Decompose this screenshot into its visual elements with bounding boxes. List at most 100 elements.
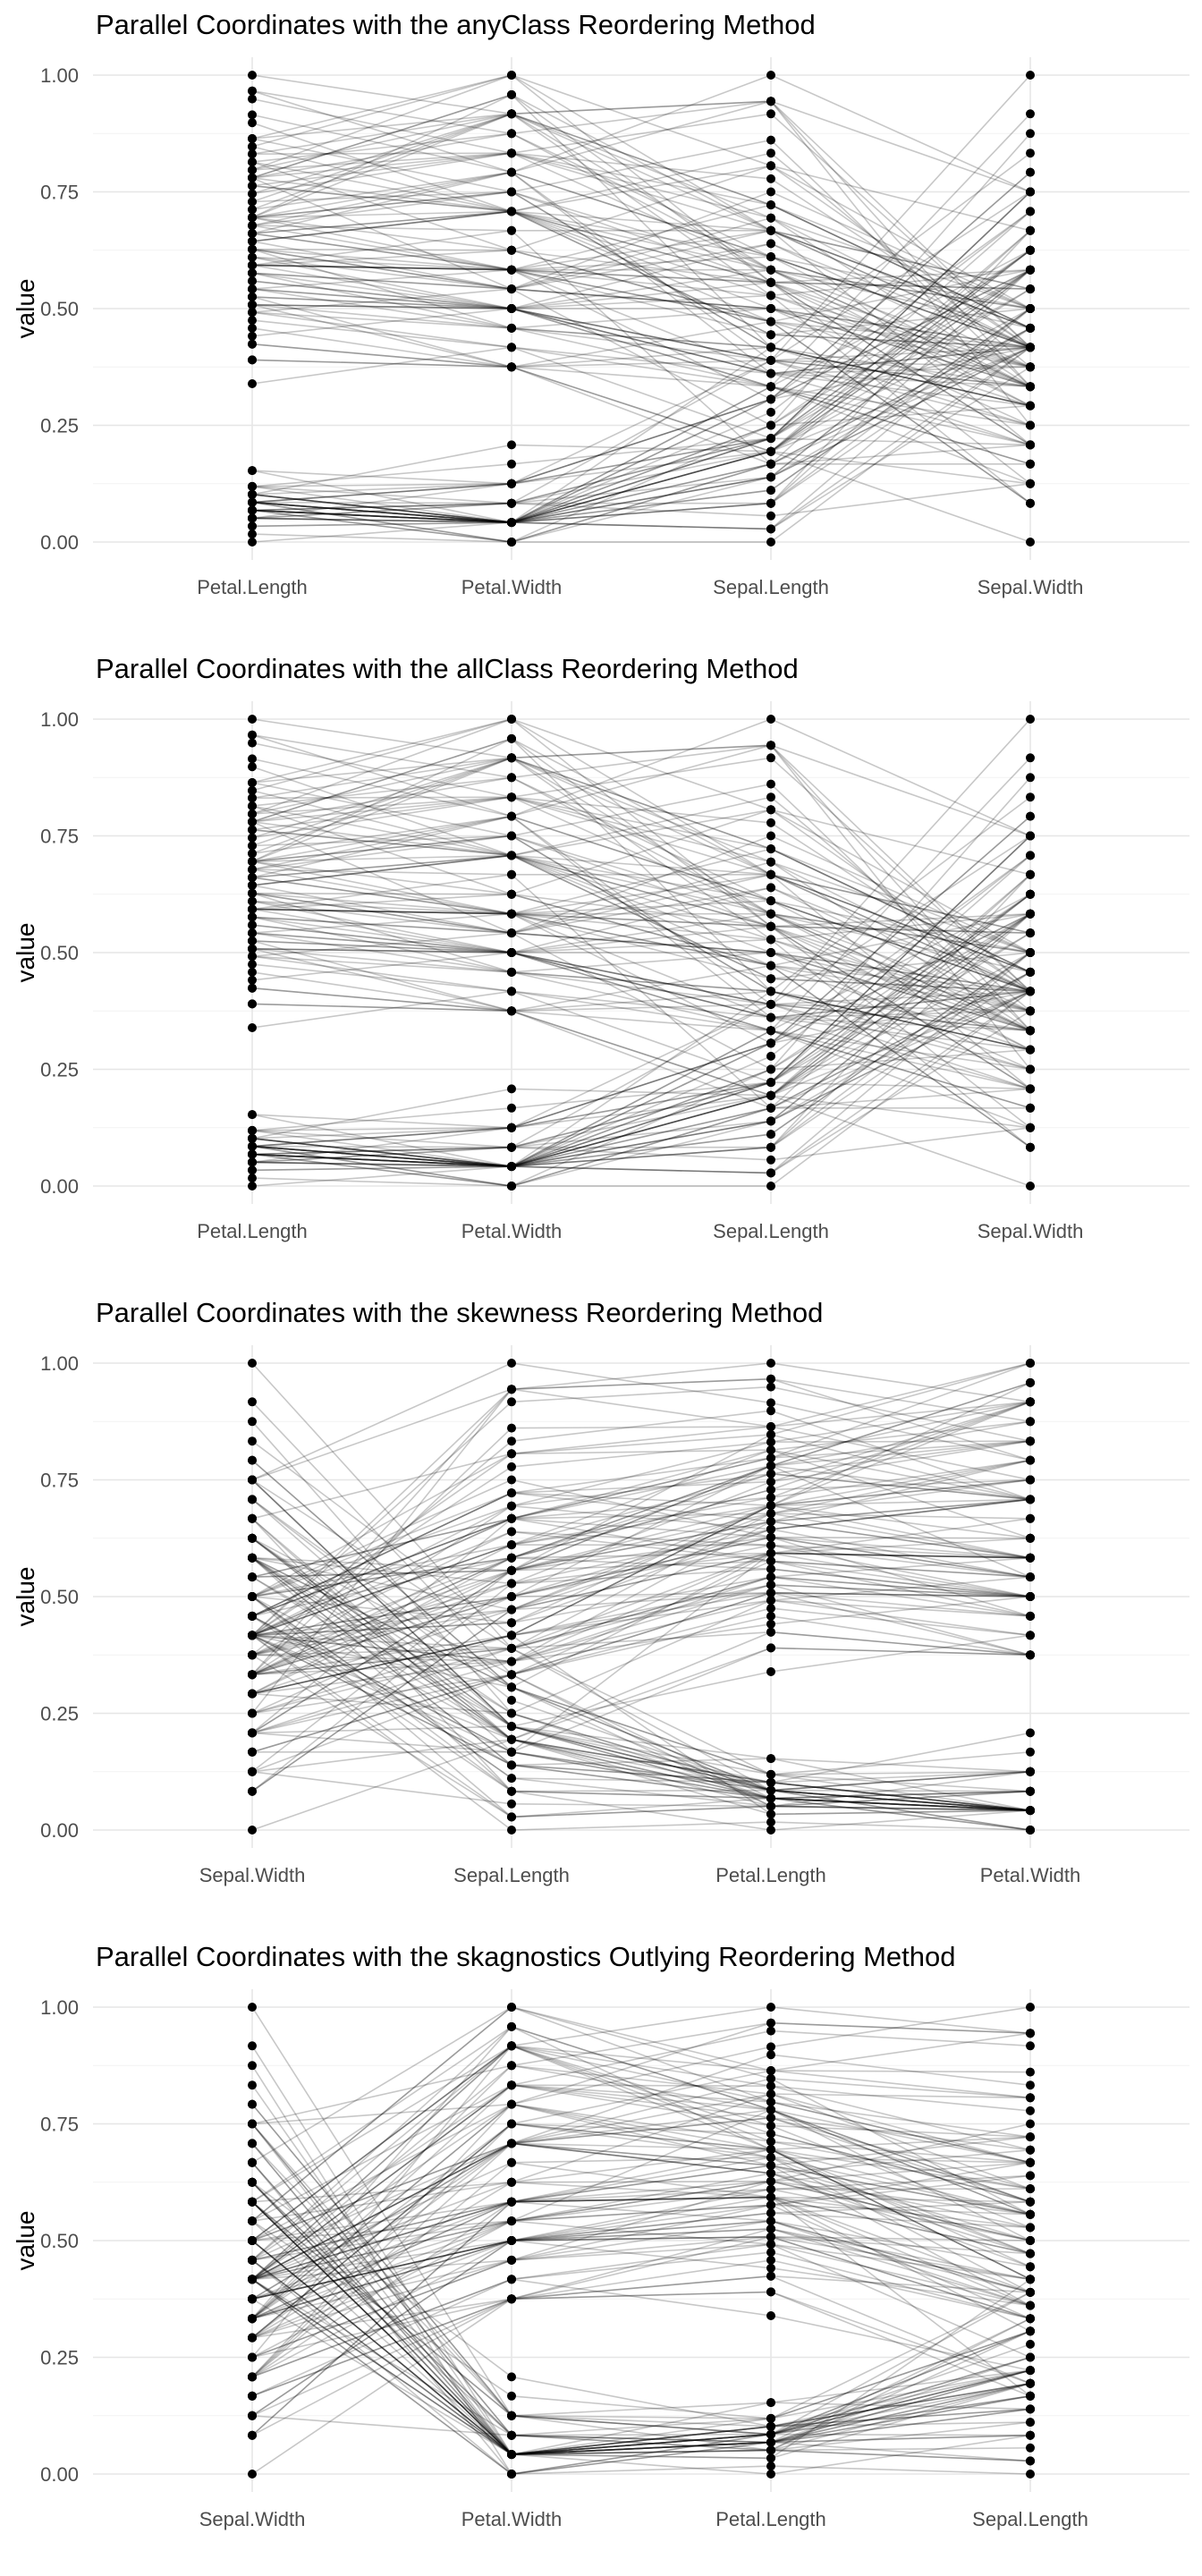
observation-line <box>251 1615 1031 1811</box>
observation-line <box>251 894 1031 1167</box>
data-point <box>507 792 516 802</box>
data-point <box>248 801 257 811</box>
x-tick-label: Sepal.Width <box>978 1220 1084 1242</box>
data-point <box>507 967 516 977</box>
observation-line <box>251 74 1031 290</box>
observation-line <box>251 2103 1031 2377</box>
data-point <box>1026 284 1035 294</box>
x-tick-labels: Petal.Length Petal.Width Sepal.Length Sepal… <box>197 576 1083 598</box>
data-point <box>766 265 775 275</box>
data-point <box>507 225 516 235</box>
observation-line <box>251 2201 1031 2455</box>
data-point <box>248 2216 257 2226</box>
observation-line <box>251 2196 1031 2241</box>
observation-line <box>251 250 1031 523</box>
observation-line <box>251 346 1031 523</box>
observation-line <box>251 2161 1031 2397</box>
data-point <box>1026 1495 1035 1504</box>
data-point <box>248 268 257 278</box>
x-tick-label: Sepal.Length <box>713 576 829 598</box>
observation-line <box>251 952 1031 1174</box>
data-point <box>1026 831 1035 841</box>
observation-line <box>251 210 1031 523</box>
observation-line <box>251 2032 1031 2280</box>
observation-line <box>251 74 1031 193</box>
data-point <box>1026 2287 1035 2297</box>
observation-line <box>251 821 1031 1071</box>
observation-line <box>251 250 1031 523</box>
data-point <box>248 1767 257 1776</box>
data-point <box>766 1604 775 1614</box>
observation-line <box>251 308 1031 528</box>
observation-line <box>251 1584 1031 1663</box>
observation-line <box>251 2188 1031 2281</box>
data-point <box>507 129 516 139</box>
data-point <box>248 339 257 349</box>
data-point <box>1026 401 1035 411</box>
data-point <box>1026 1806 1035 1816</box>
data-point <box>1026 1084 1035 1094</box>
y-tick-label: 0.50 <box>40 2230 79 2252</box>
x-tick-label: Petal.Width <box>461 576 563 598</box>
observation-line <box>251 2188 1031 2319</box>
data-point <box>507 773 516 783</box>
observation-line <box>251 2235 1031 2319</box>
observation-line <box>251 796 1031 992</box>
observation-line <box>251 757 1031 953</box>
observation-line <box>251 737 1031 1031</box>
observation-line <box>251 1003 1031 1129</box>
data-point <box>248 715 257 724</box>
observation-line <box>251 288 1031 369</box>
series-lines <box>251 74 1031 543</box>
data-point <box>1026 225 1035 235</box>
data-point <box>766 2216 775 2226</box>
data-point <box>766 2437 775 2447</box>
data-point <box>766 792 775 802</box>
observation-line <box>251 296 1031 407</box>
data-point <box>248 331 257 341</box>
data-point <box>766 330 775 340</box>
observation-line <box>251 1634 1031 1818</box>
observation-line <box>251 1538 1031 1811</box>
observation-line <box>251 269 1031 523</box>
data-point <box>248 825 257 835</box>
observation-line <box>251 873 1031 973</box>
observation-line <box>251 304 1031 504</box>
data-point <box>248 1455 257 1465</box>
observation-line <box>251 2103 1031 2319</box>
data-point <box>1026 2171 1035 2181</box>
data-point <box>248 1611 257 1621</box>
observation-line <box>251 2235 1031 2417</box>
observation-line <box>251 2142 1031 2436</box>
observation-line <box>251 2240 1031 2460</box>
observation-line <box>251 718 1031 934</box>
observation-line <box>251 2142 1031 2267</box>
y-axis-label: value <box>12 279 39 339</box>
data-point <box>1026 382 1035 392</box>
observation-line <box>251 171 1031 387</box>
observation-line <box>251 113 1031 309</box>
observation-line <box>251 1530 1031 1637</box>
data-point <box>766 2453 775 2463</box>
data-point <box>248 754 257 764</box>
data-point <box>766 2121 775 2131</box>
data-point <box>766 277 775 287</box>
observation-line <box>251 2201 1031 2455</box>
observation-line <box>251 74 1031 426</box>
data-point <box>248 896 257 906</box>
data-point <box>766 472 775 482</box>
observation-line <box>251 152 1031 348</box>
observation-line <box>251 132 1031 543</box>
observation-line <box>251 161 1031 348</box>
observation-line <box>251 2006 1031 2222</box>
observation-line <box>251 304 1031 427</box>
y-tick-labels: 0.00 0.25 0.50 0.75 1.00 <box>40 1996 79 2486</box>
observation-line <box>251 1440 1031 1816</box>
observation-line <box>251 304 1031 485</box>
data-point <box>507 2275 516 2284</box>
observation-line <box>251 2201 1031 2428</box>
observation-line <box>251 2196 1031 2436</box>
data-point <box>766 486 775 496</box>
observation-line <box>251 869 1031 1148</box>
observation-line <box>251 308 1031 523</box>
